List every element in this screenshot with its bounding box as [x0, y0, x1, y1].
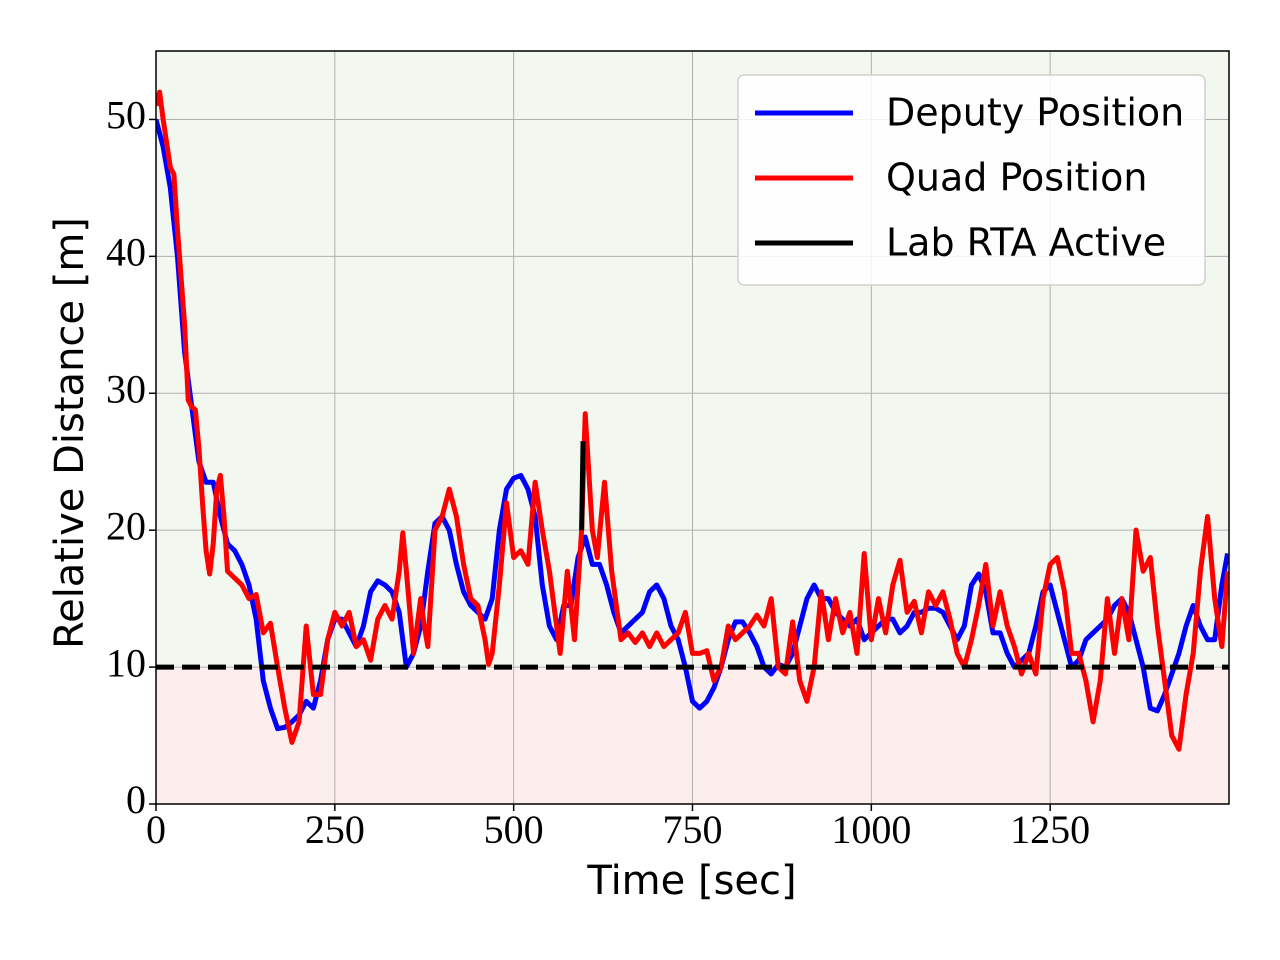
y-tick-label: 20 [106, 503, 146, 548]
y-axis-label: Relative Distance [m] [47, 217, 93, 649]
y-tick-label: 0 [126, 777, 146, 822]
legend-box [737, 74, 1206, 286]
x-axis-label: Time [sec] [586, 858, 796, 904]
x-tick-label: 250 [305, 807, 365, 852]
legend-label: Deputy Position [886, 91, 1184, 135]
x-tick-label: 750 [663, 807, 723, 852]
data-line [579, 441, 586, 531]
legend-label: Lab RTA Active [886, 221, 1166, 265]
x-tick-label: 500 [484, 807, 544, 852]
y-tick-label: 40 [106, 230, 146, 275]
x-tick-label: 1250 [1010, 807, 1090, 852]
legend-label: Quad Position [886, 156, 1147, 200]
y-tick-label: 30 [106, 366, 146, 411]
plot-frame [155, 50, 1230, 805]
y-tick-label: 50 [106, 93, 146, 138]
data-line [156, 89, 1229, 752]
x-tick-label: 0 [146, 807, 166, 852]
y-tick-label: 10 [106, 640, 146, 685]
x-tick-label: 1000 [831, 807, 911, 852]
